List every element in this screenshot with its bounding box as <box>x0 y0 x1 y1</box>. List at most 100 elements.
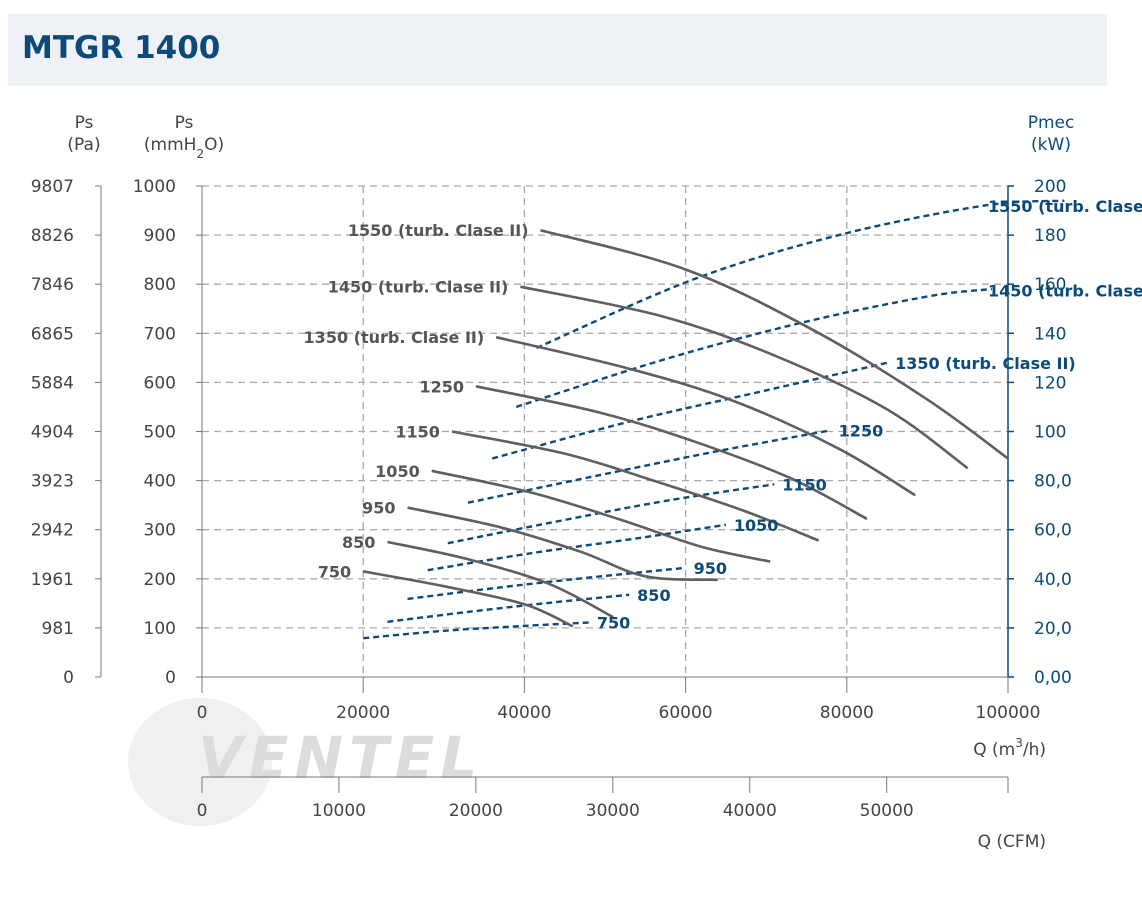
q-m3h-tick-label: 40000 <box>497 703 551 723</box>
mmh2o-axis-title: Ps <box>175 113 194 133</box>
curve-labels: 750 850 950 1050 1150 1250 1350 (turb. Clase I… <box>304 197 1142 633</box>
pa-tick-label: 0 <box>63 668 74 688</box>
page-title: MTGR 1400 <box>22 30 221 66</box>
mmh2o-tick-label: 200 <box>144 570 176 590</box>
mmh2o-tick-label: 400 <box>144 472 176 492</box>
pmec-tick-label: 20,0 <box>1034 619 1072 639</box>
pressure-curves <box>362 228 1009 628</box>
pmec-tick-label: 60,0 <box>1034 521 1072 541</box>
power-curve-label: 1550 (turb. Clase II) <box>988 197 1142 216</box>
power-curve-1150 <box>447 483 775 545</box>
ventel-watermark: VENTEL <box>128 698 483 826</box>
pmec-tick-label: 100 <box>1034 423 1066 443</box>
power-curve-label: 750 <box>597 613 630 632</box>
mmh2o-tick-label: 1000 <box>133 177 176 197</box>
q-cfm-tick-label: 50000 <box>860 801 914 821</box>
pressure-curve-label: 850 <box>342 533 375 552</box>
power-curve-label: 1050 <box>734 516 779 535</box>
mmh2o-tick-label: 700 <box>144 324 176 344</box>
pressure-curve-label: 1450 (turb. Clase II) <box>328 278 509 297</box>
mmh2o-unit-prefix: (mmH <box>144 135 197 155</box>
pmec-tick-label: 200 <box>1034 177 1066 197</box>
pressure-curve-1150 <box>451 430 820 542</box>
q-m3h-tick-label: 100000 <box>976 703 1041 723</box>
power-curve-1450-turb-clase-ii <box>515 287 993 409</box>
power-curve-850 <box>387 593 630 623</box>
mmh2o-tick-label: 900 <box>144 226 176 246</box>
title-bar: MTGR 1400 <box>8 14 1107 86</box>
power-curve-1250 <box>467 429 831 504</box>
power-curve-label: 1450 (turb. Clase II) <box>988 281 1142 300</box>
pressure-curve-label: 1250 <box>420 377 465 396</box>
pa-tick-label: 5884 <box>31 373 74 393</box>
power-curve-1550-turb-clase-ii <box>536 199 1065 350</box>
q-cfm-tick-label: 30000 <box>586 801 640 821</box>
pa-tick-label: 981 <box>42 619 74 639</box>
pressure-curve-850 <box>387 540 614 619</box>
q-m3h-label-suffix: /h) <box>1023 740 1046 760</box>
pa-axis-unit: (Pa) <box>67 135 100 155</box>
pmec-tick-label: 160 <box>1034 275 1066 295</box>
q-m3h-label-prefix: Q (m <box>973 740 1015 760</box>
mmh2o-unit-sub: 2 <box>196 147 204 161</box>
pa-tick-label: 1961 <box>31 570 74 590</box>
pa-tick-label: 9807 <box>31 177 74 197</box>
watermark-logo: VENTEL <box>198 724 483 792</box>
pa-tick-label: 2942 <box>31 521 74 541</box>
mmh2o-tick-label: 100 <box>144 619 176 639</box>
q-cfm-tick-label: 20000 <box>449 801 503 821</box>
power-curve-label: 1250 <box>839 421 884 440</box>
pa-tick-label: 7846 <box>31 275 74 295</box>
pressure-curve-label: 1350 (turb. Clase II) <box>304 328 485 347</box>
watermark-fan-shape <box>128 698 272 826</box>
pressure-curve-label: 750 <box>318 562 351 581</box>
pressure-curve-1350-turb-clase-ii <box>495 335 916 497</box>
mmh2o-tick-label: 500 <box>144 423 176 443</box>
pmec-tick-label: 80,0 <box>1034 472 1072 492</box>
pressure-curve-750 <box>362 570 574 628</box>
mmh2o-tick-label: 0 <box>165 668 176 688</box>
pressure-curve-label: 1150 <box>395 423 440 442</box>
q-cfm-tick-label: 0 <box>197 801 208 821</box>
pmec-axis-title: Pmec <box>1028 113 1075 133</box>
q-cfm-tick-label: 40000 <box>723 801 777 821</box>
pressure-curve-950 <box>407 506 718 582</box>
mmh2o-tick-label: 600 <box>144 373 176 393</box>
pressure-curve-1050 <box>431 469 771 563</box>
pa-axis-title: Ps <box>75 113 94 133</box>
power-curve-label: 1350 (turb. Clase II) <box>895 354 1076 373</box>
pa-tick-label: 6865 <box>31 324 74 344</box>
pmec-tick-label: 0,00 <box>1034 668 1072 688</box>
mmh2o-unit-suffix: O) <box>204 135 224 155</box>
pmec-axis-unit: (kW) <box>1031 135 1071 155</box>
power-curve-1350-turb-clase-ii <box>491 361 888 460</box>
power-curve-950 <box>407 566 686 601</box>
axis-ticks: 0 981 1961 2942 3923 4904 5884 6865 7846 8826 9807… <box>31 177 1072 821</box>
pressure-curve-1550-turb-clase-ii <box>540 228 1009 460</box>
power-curve-label: 850 <box>637 586 670 605</box>
q-m3h-tick-label: 60000 <box>659 703 713 723</box>
pressure-curve-label: 950 <box>362 499 395 518</box>
pressure-curve-label: 1550 (turb. Clase II) <box>348 221 529 240</box>
pmec-tick-label: 140 <box>1034 324 1066 344</box>
pa-tick-label: 3923 <box>31 472 74 492</box>
pressure-curve-label: 1050 <box>375 462 420 481</box>
pa-tick-label: 8826 <box>31 226 74 246</box>
power-curve-1050 <box>427 523 727 572</box>
q-m3h-tick-label: 20000 <box>336 703 390 723</box>
pressure-curve-1450-turb-clase-ii <box>520 285 969 470</box>
power-curve-750 <box>363 621 589 640</box>
mmh2o-tick-label: 800 <box>144 275 176 295</box>
mmh2o-axis-unit: (mmH2O) <box>144 135 224 161</box>
pmec-tick-label: 120 <box>1034 373 1066 393</box>
pressure-curve-1250 <box>475 385 868 521</box>
pmec-tick-label: 40,0 <box>1034 570 1072 590</box>
power-curve-label: 1150 <box>782 475 827 494</box>
q-cfm-tick-label: 10000 <box>312 801 366 821</box>
grid-lines <box>202 185 1008 677</box>
q-m3h-tick-label: 80000 <box>820 703 874 723</box>
q-m3h-tick-label: 0 <box>197 703 208 723</box>
pmec-tick-label: 180 <box>1034 226 1066 246</box>
q-cfm-axis-label: Q (CFM) <box>978 832 1046 852</box>
